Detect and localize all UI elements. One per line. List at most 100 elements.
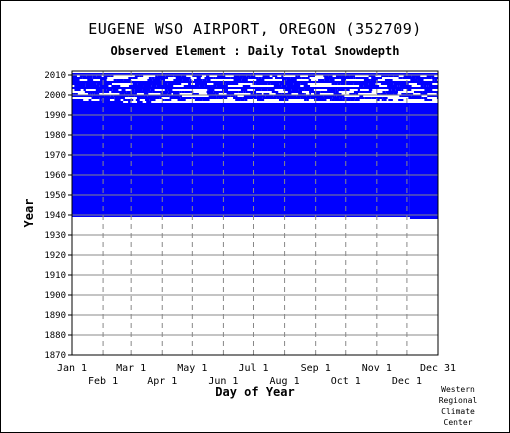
data-row-segment	[359, 95, 364, 97]
data-row-segment	[85, 83, 97, 85]
data-row-segment	[298, 89, 305, 91]
data-row-segment	[149, 99, 156, 101]
data-row-segment	[423, 97, 428, 99]
data-row-segment	[420, 85, 424, 87]
data-row-segment	[72, 95, 78, 97]
data-row-segment	[387, 85, 398, 87]
data-row-segment	[169, 95, 180, 97]
data-row-segment	[256, 97, 263, 99]
data-row-segment	[364, 97, 372, 99]
data-row-segment	[388, 89, 392, 91]
data-row-segment	[424, 99, 433, 101]
data-row-segment	[225, 89, 229, 91]
data-row-segment	[192, 93, 199, 95]
data-row-segment	[335, 75, 342, 77]
data-row-segment	[152, 91, 157, 93]
data-row-segment	[327, 89, 336, 91]
data-row-segment	[75, 93, 78, 95]
data-row-segment	[116, 79, 124, 81]
data-row-segment	[194, 83, 208, 85]
data-row-segment	[128, 77, 133, 79]
data-row-segment	[235, 99, 241, 101]
data-row-segment	[349, 93, 356, 95]
data-row-segment	[169, 99, 172, 101]
data-row-segment	[95, 89, 103, 91]
data-row-segment	[113, 95, 129, 97]
data-row-segment	[314, 99, 322, 101]
data-row-segment	[254, 89, 262, 91]
data-row-segment	[134, 89, 143, 91]
data-row-segment	[202, 79, 205, 81]
data-row-segment	[98, 91, 110, 93]
data-row-segment	[173, 79, 179, 81]
data-row-segment	[416, 77, 432, 79]
data-row-segment	[248, 77, 259, 79]
data-row-segment	[286, 79, 295, 81]
data-row-segment	[206, 79, 211, 81]
data-row-segment	[431, 77, 438, 79]
data-row	[72, 73, 438, 75]
data-row-segment	[111, 85, 117, 87]
data-row-segment	[331, 83, 335, 85]
data-row-segment	[262, 97, 277, 99]
data-row-segment	[181, 91, 185, 93]
y-tick-label: 2010	[44, 71, 66, 81]
data-row-segment	[72, 99, 77, 101]
data-row-segment	[212, 77, 214, 79]
data-row-segment	[279, 83, 294, 85]
data-row-segment	[304, 93, 306, 95]
data-row-segment	[74, 79, 80, 81]
data-row-segment	[382, 91, 386, 93]
data-row-segment	[134, 91, 142, 93]
data-row-segment	[99, 97, 115, 99]
data-row-segment	[216, 85, 228, 87]
data-row-segment	[177, 99, 186, 101]
data-row-segment	[273, 85, 282, 87]
data-row-segment	[77, 95, 93, 97]
data-row-segment	[349, 75, 356, 77]
data-row-segment	[74, 85, 86, 87]
data-row-segment	[230, 77, 238, 79]
data-row-segment	[155, 75, 158, 77]
data-row-segment	[436, 93, 438, 95]
data-row-segment	[363, 79, 371, 81]
data-row-segment	[146, 101, 152, 103]
data-row-segment	[182, 79, 190, 81]
data-row-segment	[192, 75, 200, 77]
data-row-segment	[323, 95, 335, 97]
data-row-segment	[411, 75, 421, 77]
data-row-segment	[328, 75, 333, 77]
data-row-segment	[300, 97, 303, 99]
data-row-segment	[135, 99, 140, 101]
data-row-segment	[261, 89, 268, 91]
data-row-segment	[134, 75, 140, 77]
data-row-segment	[420, 93, 428, 95]
data-row-segment	[391, 89, 396, 91]
data-row-segment	[96, 75, 102, 77]
data-row-segment	[154, 77, 169, 79]
data-row-segment	[309, 93, 312, 95]
data-row-segment	[195, 97, 202, 99]
data-row-segment	[156, 85, 165, 87]
data-row-segment	[213, 91, 225, 93]
data-row-segment	[208, 89, 215, 91]
data-row-segment	[88, 99, 92, 101]
data-row-segment	[409, 93, 414, 95]
x-tick-label: Jan 1	[57, 363, 87, 374]
data-row-segment	[131, 89, 135, 91]
data-row-segment	[181, 75, 187, 77]
data-row-segment	[423, 85, 427, 87]
chart-subtitle: Observed Element : Daily Total Snowdepth	[110, 44, 400, 58]
data-row-segment	[101, 99, 110, 101]
data-row-segment	[368, 75, 376, 77]
data-row-segment	[291, 89, 299, 91]
data-row-segment	[164, 89, 168, 91]
data-row-segment	[230, 95, 236, 97]
data-row-segment	[282, 79, 285, 81]
data-row-segment	[131, 93, 137, 95]
data-row-segment	[160, 95, 170, 97]
data-row-segment	[245, 91, 257, 93]
data-row-segment	[173, 93, 180, 95]
data-row-segment	[284, 79, 287, 81]
data-row-segment	[199, 99, 203, 101]
